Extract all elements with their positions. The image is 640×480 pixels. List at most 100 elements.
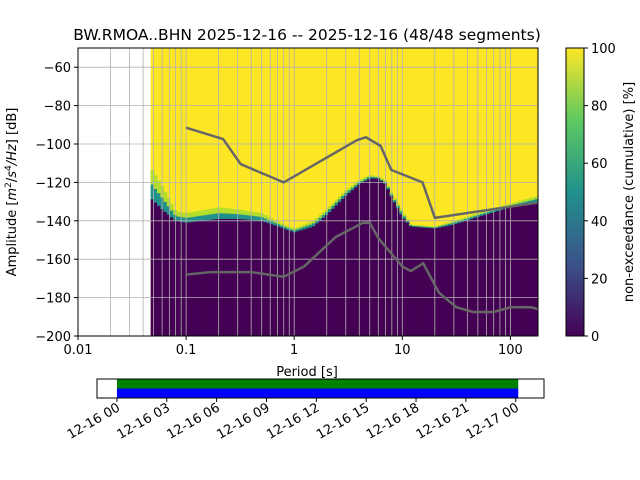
- timeline-tick-label: 12-16 06: [165, 400, 223, 442]
- y-tick-label: −80: [44, 100, 71, 115]
- ppsd-bin-low: [496, 211, 500, 336]
- ppsd-bin-upper: [321, 212, 326, 216]
- ppsd-bin-low: [383, 183, 387, 336]
- ppsd-bin-upper: [363, 177, 368, 180]
- plot-frame: [77, 47, 539, 337]
- ppsd-bin-mid: [344, 192, 349, 197]
- ppsd-bin-low: [466, 219, 471, 336]
- ppsd-bin-mid: [379, 179, 384, 183]
- ppsd-bin-low: [344, 195, 349, 336]
- timeline-tick-label: 12-16 18: [364, 400, 422, 442]
- ppsd-bin-upper: [418, 225, 423, 227]
- ppsd-bin-mid: [250, 215, 255, 222]
- ppsd-bin-low: [321, 217, 326, 336]
- ppsd-bin-low: [315, 223, 320, 336]
- ppsd-bin-upper: [279, 223, 284, 226]
- ppsd-bin-upper: [150, 169, 155, 185]
- ppsd-bin-low: [150, 199, 155, 336]
- x-tick-label: 100: [498, 343, 523, 358]
- ppsd-bin-upper: [176, 211, 181, 217]
- ppsd-bin-low: [399, 214, 403, 336]
- ppsd-bin-upper: [389, 192, 394, 195]
- ppsd-bin-mid: [496, 209, 500, 213]
- ppsd-bin-upper: [476, 212, 481, 215]
- ppsd-bin-low: [263, 222, 268, 336]
- timeline-frame: [96, 378, 545, 399]
- ppsd-bin-low: [211, 219, 216, 336]
- ppsd-bin-upper: [508, 203, 513, 206]
- ppsd-bin-low: [173, 220, 177, 336]
- ppsd-bin-upper: [421, 225, 426, 227]
- ppsd-bin-low: [405, 222, 410, 336]
- ppsd-bin-upper: [337, 196, 342, 200]
- ppsd-bin-upper: [266, 216, 271, 220]
- ppsd-bin-upper: [531, 197, 536, 200]
- ppsd-bin-mid: [195, 216, 200, 223]
- ppsd-bin-mid: [299, 228, 303, 232]
- ppsd-bin-mid: [253, 216, 258, 222]
- ppsd-bin-mid: [192, 216, 197, 223]
- ppsd-bin-upper: [263, 214, 268, 219]
- ppsd-bin-mid: [205, 214, 210, 222]
- ppsd-bin-low: [373, 178, 378, 336]
- ppsd-bin-low: [341, 198, 345, 336]
- ppsd-bin-low: [289, 231, 294, 336]
- ppsd-bin-mid: [150, 184, 155, 201]
- chart-title: BW.RMOA..BHN 2025-12-16 -- 2025-12-16 (4…: [73, 26, 541, 44]
- ppsd-bin-upper: [483, 211, 487, 214]
- x-tick-label: 10: [394, 343, 411, 358]
- ppsd-bin-upper: [308, 221, 313, 225]
- ppsd-bin-low: [450, 224, 455, 336]
- ppsd-bin-upper: [157, 180, 161, 194]
- ppsd-bin-upper: [250, 211, 255, 216]
- ppsd-bin-upper: [399, 208, 403, 212]
- ppsd-bin-mid: [218, 213, 223, 220]
- ppsd-bin-low: [282, 228, 287, 336]
- ppsd-bin-low: [182, 222, 187, 336]
- ppsd-bin-mid: [531, 199, 536, 204]
- ppsd-bin-upper: [347, 187, 352, 191]
- used-data-bar: [116, 379, 519, 389]
- ppsd-bin-low: [441, 226, 445, 336]
- ppsd-bin-upper: [166, 197, 171, 207]
- ppsd-bin-mid: [244, 215, 248, 221]
- ppsd-bin-mid: [157, 193, 161, 207]
- ppsd-bin-low: [176, 221, 181, 336]
- ppsd-bin-low: [454, 224, 458, 336]
- ppsd-bin-low: [460, 221, 465, 336]
- ppsd-bin-upper: [179, 212, 184, 218]
- ppsd-bin-mid: [221, 213, 226, 220]
- ppsd-bin-mid: [366, 177, 371, 181]
- ppsd-bin-low: [247, 219, 252, 336]
- ppsd-bin-low: [350, 190, 355, 336]
- ppsd-bin-low: [418, 227, 423, 336]
- ppsd-bin-low: [157, 205, 161, 336]
- ppsd-bin-low: [473, 217, 478, 336]
- ppsd-bin-upper: [270, 218, 274, 222]
- ppsd-bin-mid: [454, 222, 458, 226]
- ppsd-bin-upper: [205, 209, 210, 215]
- ppsd-bin-upper: [434, 226, 439, 228]
- ppsd-bin-upper: [354, 183, 358, 186]
- colorbar-scale: [565, 47, 585, 337]
- ppsd-bin-low: [392, 202, 397, 336]
- ppsd-bin-upper: [350, 185, 355, 188]
- ppsd-bin-low: [295, 231, 300, 336]
- ppsd-bin-low: [512, 206, 516, 336]
- ppsd-bin-upper: [315, 217, 320, 221]
- ppsd-bin-upper: [331, 202, 336, 206]
- ppsd-bin-low: [253, 220, 258, 336]
- nhnm-line: [185, 126, 539, 220]
- ppsd-bin-low: [192, 221, 197, 336]
- ppsd-bin-upper: [392, 198, 397, 201]
- ppsd-bin-low: [302, 229, 307, 336]
- ppsd-bin-low: [279, 227, 284, 336]
- ppsd-bin-low: [337, 202, 342, 336]
- ppsd-bin-upper: [186, 212, 190, 218]
- ppsd-bin-upper: [328, 206, 332, 210]
- y-axis-label: Amplitude [m2/s4/Hz] [dB]: [4, 108, 20, 277]
- colorbar-tick-label: 40: [591, 215, 608, 230]
- ppsd-bin-low: [463, 220, 468, 336]
- ppsd-bin-upper: [505, 204, 510, 207]
- ppsd-bin-mid: [499, 208, 503, 212]
